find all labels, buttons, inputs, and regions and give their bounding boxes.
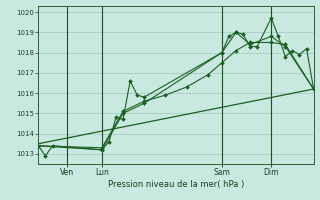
- X-axis label: Pression niveau de la mer( hPa ): Pression niveau de la mer( hPa ): [108, 180, 244, 189]
